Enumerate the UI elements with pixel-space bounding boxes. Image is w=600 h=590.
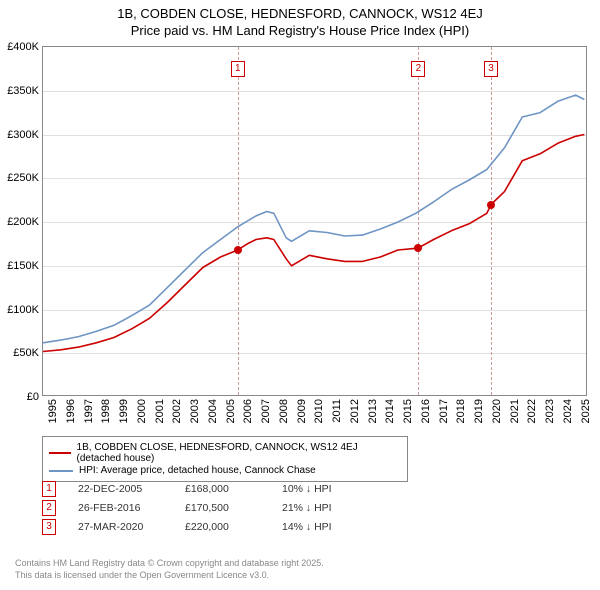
xtick-label: 2014 bbox=[384, 399, 396, 423]
sales-table: 1 22-DEC-2005 £168,000 10% ↓ HPI 2 26-FEB-201… bbox=[42, 478, 362, 538]
xtick-label: 2004 bbox=[207, 399, 219, 423]
ytick-label: £250K bbox=[7, 172, 39, 184]
footer-attribution: Contains HM Land Registry data © Crown c… bbox=[15, 558, 324, 581]
ytick-label: £400K bbox=[7, 41, 39, 53]
xtick-label: 1998 bbox=[100, 399, 112, 423]
xtick-label: 2003 bbox=[189, 399, 201, 423]
sales-row: 1 22-DEC-2005 £168,000 10% ↓ HPI bbox=[42, 481, 362, 497]
legend-label: HPI: Average price, detached house, Cann… bbox=[79, 465, 316, 476]
ytick-label: £200K bbox=[7, 216, 39, 228]
ytick-label: £350K bbox=[7, 85, 39, 97]
xtick-label: 2018 bbox=[455, 399, 467, 423]
xtick-label: 2009 bbox=[296, 399, 308, 423]
xtick-label: 1996 bbox=[65, 399, 77, 423]
sales-row: 2 26-FEB-2016 £170,500 21% ↓ HPI bbox=[42, 500, 362, 516]
ytick-label: £100K bbox=[7, 304, 39, 316]
ytick-label: £0 bbox=[27, 391, 39, 403]
sales-date: 27-MAR-2020 bbox=[78, 521, 163, 533]
xtick-label: 2023 bbox=[544, 399, 556, 423]
xtick-label: 2020 bbox=[491, 399, 503, 423]
xtick-label: 1999 bbox=[118, 399, 130, 423]
xtick-label: 2025 bbox=[580, 399, 592, 423]
legend-swatch bbox=[49, 452, 71, 454]
xtick-label: 2021 bbox=[509, 399, 521, 423]
legend-box: 1B, COBDEN CLOSE, HEDNESFORD, CANNOCK, W… bbox=[42, 436, 408, 482]
title-line1: 1B, COBDEN CLOSE, HEDNESFORD, CANNOCK, W… bbox=[0, 6, 600, 23]
sales-row: 3 27-MAR-2020 £220,000 14% ↓ HPI bbox=[42, 519, 362, 535]
sales-marker: 2 bbox=[42, 500, 56, 516]
legend-item: 1B, COBDEN CLOSE, HEDNESFORD, CANNOCK, W… bbox=[49, 442, 401, 464]
series-line bbox=[43, 95, 584, 343]
sales-price: £168,000 bbox=[185, 483, 260, 495]
legend-swatch bbox=[49, 470, 73, 472]
footer-line1: Contains HM Land Registry data © Crown c… bbox=[15, 558, 324, 570]
ytick-label: £50K bbox=[13, 347, 39, 359]
footer-line2: This data is licensed under the Open Gov… bbox=[15, 570, 324, 582]
sales-delta: 14% ↓ HPI bbox=[282, 521, 362, 533]
title-line2: Price paid vs. HM Land Registry's House … bbox=[0, 23, 600, 40]
xtick-label: 1995 bbox=[47, 399, 59, 423]
sales-delta: 10% ↓ HPI bbox=[282, 483, 362, 495]
chart-plot-area: £0£50K£100K£150K£200K£250K£300K£350K£400… bbox=[42, 46, 587, 396]
xtick-label: 2006 bbox=[242, 399, 254, 423]
xtick-label: 2022 bbox=[526, 399, 538, 423]
xtick-label: 2007 bbox=[260, 399, 272, 423]
sales-date: 22-DEC-2005 bbox=[78, 483, 163, 495]
xtick-label: 2017 bbox=[438, 399, 450, 423]
series-svg bbox=[43, 47, 588, 397]
ytick-label: £300K bbox=[7, 129, 39, 141]
legend-item: HPI: Average price, detached house, Cann… bbox=[49, 465, 401, 476]
xtick-label: 2015 bbox=[402, 399, 414, 423]
xtick-label: 2016 bbox=[420, 399, 432, 423]
sales-price: £220,000 bbox=[185, 521, 260, 533]
xtick-label: 2012 bbox=[349, 399, 361, 423]
xtick-label: 1997 bbox=[83, 399, 95, 423]
xtick-label: 2008 bbox=[278, 399, 290, 423]
sales-marker: 1 bbox=[42, 481, 56, 497]
xtick-label: 2002 bbox=[171, 399, 183, 423]
xtick-label: 2000 bbox=[136, 399, 148, 423]
xtick-label: 2019 bbox=[473, 399, 485, 423]
sales-marker: 3 bbox=[42, 519, 56, 535]
sales-delta: 21% ↓ HPI bbox=[282, 502, 362, 514]
sales-date: 26-FEB-2016 bbox=[78, 502, 163, 514]
chart-title: 1B, COBDEN CLOSE, HEDNESFORD, CANNOCK, W… bbox=[0, 0, 600, 40]
xtick-label: 2013 bbox=[367, 399, 379, 423]
xtick-label: 2001 bbox=[154, 399, 166, 423]
xtick-label: 2010 bbox=[313, 399, 325, 423]
xtick-label: 2024 bbox=[562, 399, 574, 423]
sales-price: £170,500 bbox=[185, 502, 260, 514]
xtick-label: 2011 bbox=[331, 399, 343, 423]
xtick-label: 2005 bbox=[225, 399, 237, 423]
ytick-label: £150K bbox=[7, 260, 39, 272]
legend-label: 1B, COBDEN CLOSE, HEDNESFORD, CANNOCK, W… bbox=[77, 442, 401, 464]
